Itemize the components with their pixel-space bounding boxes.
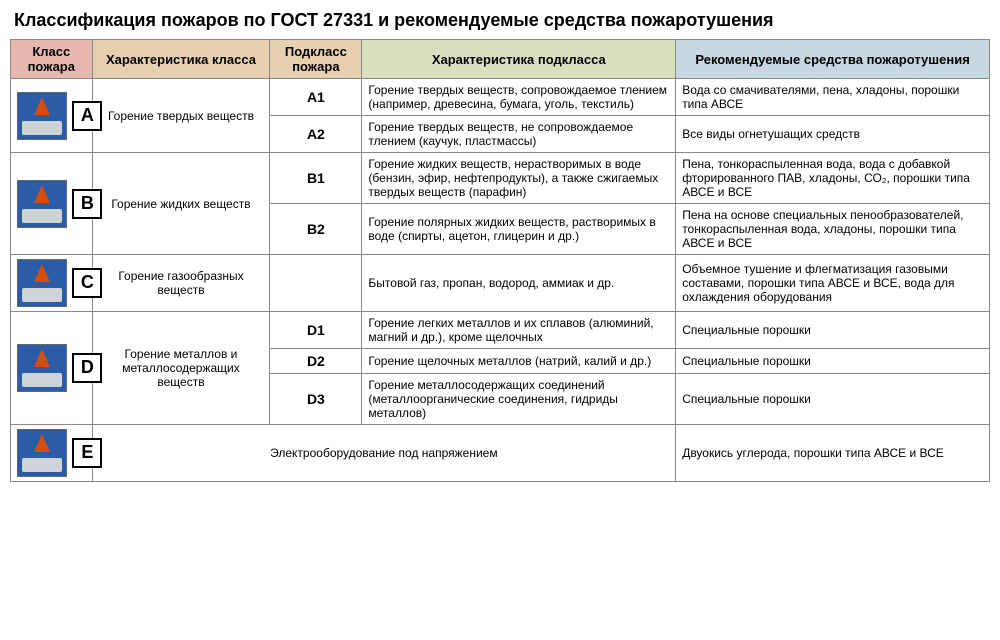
subclass-code: А2 bbox=[270, 116, 362, 153]
class-cell-b: B bbox=[11, 153, 93, 255]
subclass-code: D2 bbox=[270, 349, 362, 374]
class-char: Электрооборудование под напряжением bbox=[92, 425, 676, 482]
th-rec: Рекомендуемые средства пожаротушения bbox=[676, 40, 990, 79]
subclass-char: Горение металлосодержащих соединений (ме… bbox=[362, 374, 676, 425]
subclass-char: Горение твердых веществ, сопровождаемое … bbox=[362, 79, 676, 116]
subclass-code: В1 bbox=[270, 153, 362, 204]
recommendation: Пена, тонкораспыленная вода, вода с доба… bbox=[676, 153, 990, 204]
table-row: B Горение жидких веществ В1 Горение жидк… bbox=[11, 153, 990, 204]
class-char: Горение газообразных веществ bbox=[92, 255, 270, 312]
fire-icon bbox=[17, 92, 67, 140]
class-char: Горение твердых веществ bbox=[92, 79, 270, 153]
fire-icon bbox=[17, 259, 67, 307]
subclass-char: Горение твердых веществ, не сопровождаем… bbox=[362, 116, 676, 153]
recommendation: Специальные порошки bbox=[676, 374, 990, 425]
subclass-code: В2 bbox=[270, 204, 362, 255]
th-subchar: Характеристика подкласса bbox=[362, 40, 676, 79]
class-cell-c: C bbox=[11, 255, 93, 312]
recommendation: Специальные порошки bbox=[676, 349, 990, 374]
recommendation: Вода со смачивателями, пена, хладоны, по… bbox=[676, 79, 990, 116]
subclass-char: Горение щелочных металлов (натрий, калий… bbox=[362, 349, 676, 374]
subclass-char: Горение легких металлов и их сплавов (ал… bbox=[362, 312, 676, 349]
class-char: Горение жидких веществ bbox=[92, 153, 270, 255]
class-letter: B bbox=[72, 189, 102, 219]
fire-class-table: Класс пожара Характеристика класса Подкл… bbox=[10, 39, 990, 482]
table-row: D Горение металлов и металлосодержащих в… bbox=[11, 312, 990, 349]
class-letter: C bbox=[72, 268, 102, 298]
class-letter: E bbox=[72, 438, 102, 468]
recommendation: Двуокись углерода, порошки типа АВСЕ и В… bbox=[676, 425, 990, 482]
class-letter: A bbox=[72, 101, 102, 131]
class-char: Горение металлов и металлосодержащих вещ… bbox=[92, 312, 270, 425]
th-sub: Подкласс пожара bbox=[270, 40, 362, 79]
subclass-code bbox=[270, 255, 362, 312]
recommendation: Все виды огнетушащих средств bbox=[676, 116, 990, 153]
th-char: Характеристика класса bbox=[92, 40, 270, 79]
subclass-code: D1 bbox=[270, 312, 362, 349]
subclass-char: Бытовой газ, пропан, водород, аммиак и д… bbox=[362, 255, 676, 312]
subclass-char: Горение жидких веществ, нерастворимых в … bbox=[362, 153, 676, 204]
fire-icon bbox=[17, 344, 67, 392]
subclass-code: А1 bbox=[270, 79, 362, 116]
table-row: C Горение газообразных веществ Бытовой г… bbox=[11, 255, 990, 312]
class-cell-a: A bbox=[11, 79, 93, 153]
recommendation: Объемное тушение и флегматизация газовым… bbox=[676, 255, 990, 312]
subclass-char: Горение полярных жидких веществ, раствор… bbox=[362, 204, 676, 255]
class-cell-e: E bbox=[11, 425, 93, 482]
subclass-code: D3 bbox=[270, 374, 362, 425]
class-cell-d: D bbox=[11, 312, 93, 425]
recommendation: Пена на основе специальных пенообразоват… bbox=[676, 204, 990, 255]
recommendation: Специальные порошки bbox=[676, 312, 990, 349]
fire-icon bbox=[17, 180, 67, 228]
table-row: A Горение твердых веществ А1 Горение тве… bbox=[11, 79, 990, 116]
table-row: E Электрооборудование под напряжением Дв… bbox=[11, 425, 990, 482]
page-title: Классификация пожаров по ГОСТ 27331 и ре… bbox=[14, 10, 990, 31]
class-letter: D bbox=[72, 353, 102, 383]
th-class: Класс пожара bbox=[11, 40, 93, 79]
fire-icon bbox=[17, 429, 67, 477]
